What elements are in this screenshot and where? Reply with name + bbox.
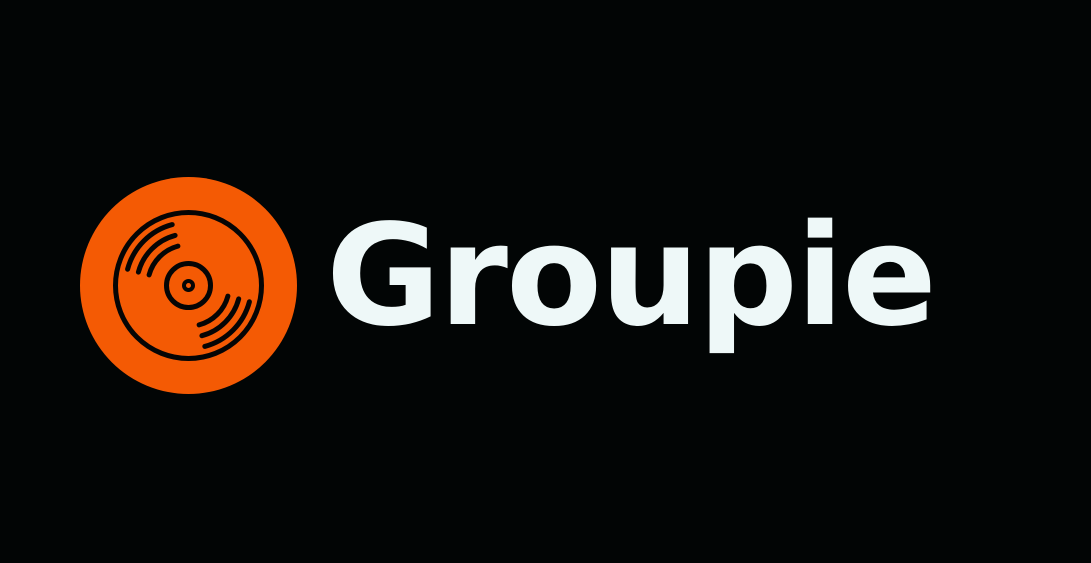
record-label-ring (164, 261, 213, 310)
groove-upper-3 (146, 243, 181, 278)
groove-upper-2 (135, 232, 178, 275)
record-outer-ring (113, 210, 264, 361)
groove-upper-1 (125, 222, 175, 272)
logo-badge (80, 177, 297, 394)
groove-lower-2 (199, 296, 242, 339)
groove-lower-3 (196, 293, 231, 328)
brand-logo (80, 177, 297, 394)
brand-name: Groupie (326, 195, 937, 358)
groove-lower-1 (202, 299, 252, 349)
vinyl-record-icon (80, 177, 297, 394)
record-spindle (182, 279, 195, 292)
